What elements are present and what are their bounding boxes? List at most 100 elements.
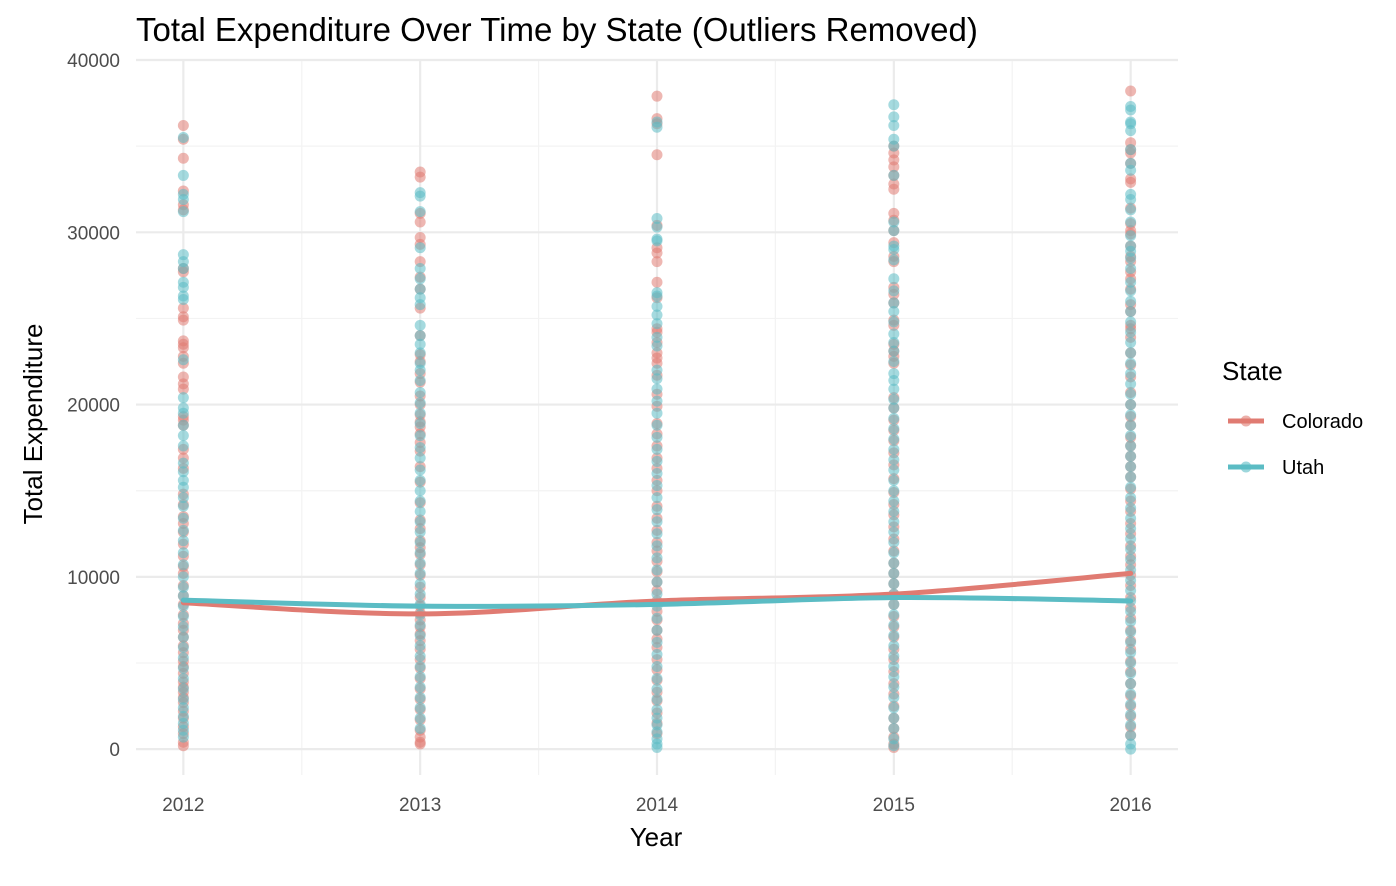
utah-point [1125, 688, 1137, 700]
utah-point [651, 221, 663, 233]
utah-point [888, 169, 900, 181]
utah-point [888, 99, 900, 111]
utah-point [651, 290, 663, 302]
colorado-point [177, 740, 189, 752]
utah-point [414, 374, 426, 386]
colorado-point [888, 183, 900, 195]
utah-point [177, 440, 189, 452]
legend-item-colorado: Colorado [1228, 411, 1363, 433]
utah-point [888, 547, 900, 559]
utah-point [888, 722, 900, 734]
utah-point [888, 650, 900, 662]
utah-point [1125, 440, 1137, 452]
utah-point [1125, 388, 1137, 400]
utah-point [888, 244, 900, 256]
utah-point [177, 206, 189, 218]
utah-point [888, 671, 900, 683]
utah-point [414, 387, 426, 399]
utah-point [651, 673, 663, 685]
utah-point [888, 702, 900, 714]
utah-point [888, 383, 900, 395]
utah-point [888, 225, 900, 237]
legend-label-colorado: Colorado [1282, 411, 1363, 433]
legend-dot-utah [1240, 461, 1252, 473]
utah-point [1125, 492, 1137, 504]
utah-point [414, 691, 426, 703]
utah-point [888, 285, 900, 297]
utah-point [888, 412, 900, 424]
colorado-point [177, 342, 189, 354]
y-tick-label: 0 [109, 740, 120, 761]
utah-point [651, 419, 663, 431]
utah-point [1125, 543, 1137, 555]
utah-point [1125, 399, 1137, 411]
utah-point [651, 467, 663, 479]
utah-point [177, 293, 189, 305]
utah-point [888, 495, 900, 507]
utah-point [414, 722, 426, 734]
utah-point [888, 433, 900, 445]
utah-point [177, 559, 189, 571]
utah-point [888, 443, 900, 455]
utah-point [177, 547, 189, 559]
utah-point [414, 650, 426, 662]
utah-point [888, 485, 900, 497]
utah-point [888, 273, 900, 285]
utah-point [414, 588, 426, 600]
utah-point [1125, 368, 1137, 380]
utah-point [888, 598, 900, 610]
x-tick-label: 2012 [162, 795, 204, 816]
utah-point [1125, 144, 1137, 156]
utah-point [414, 190, 426, 202]
utah-point [414, 442, 426, 454]
utah-point [888, 536, 900, 548]
utah-point [651, 612, 663, 624]
utah-point [414, 578, 426, 590]
utah-point [177, 500, 189, 512]
utah-point [1125, 125, 1137, 137]
utah-point [651, 364, 663, 376]
utah-point [1125, 285, 1137, 297]
utah-trend-line [180, 594, 1134, 609]
utah-point [651, 552, 663, 564]
utah-point [888, 328, 900, 340]
chart-title: Total Expenditure Over Time by State (Ou… [136, 11, 978, 48]
utah-point [414, 452, 426, 464]
utah-point [651, 331, 663, 343]
utah-point [888, 740, 900, 752]
utah-points [177, 99, 1137, 755]
colorado-point [177, 314, 189, 326]
utah-point [888, 393, 900, 405]
utah-point [651, 660, 663, 672]
utah-point [177, 512, 189, 524]
utah-point [177, 194, 189, 206]
utah-point [651, 648, 663, 660]
utah-point [177, 392, 189, 404]
utah-point [414, 516, 426, 528]
x-axis-ticks: 2012 2013 2014 2015 2016 [162, 795, 1152, 816]
utah-point [414, 547, 426, 559]
utah-point [888, 474, 900, 486]
utah-point [177, 581, 189, 593]
colorado-point [651, 276, 663, 288]
utah-point [1125, 326, 1137, 338]
utah-point [414, 206, 426, 218]
utah-point [888, 316, 900, 328]
utah-point [1125, 481, 1137, 493]
utah-point [888, 526, 900, 538]
utah-point [1125, 419, 1137, 431]
utah-point [1125, 204, 1137, 216]
utah-point [1125, 230, 1137, 242]
utah-point [1125, 616, 1137, 628]
utah-point [177, 281, 189, 293]
utah-point [1125, 636, 1137, 648]
colorado-point [414, 171, 426, 183]
utah-point [414, 283, 426, 295]
utah-point [651, 300, 663, 312]
utah-point [888, 423, 900, 435]
utah-point [1125, 523, 1137, 535]
utah-point [651, 395, 663, 407]
utah-point [1125, 164, 1137, 176]
utah-point [651, 455, 663, 467]
